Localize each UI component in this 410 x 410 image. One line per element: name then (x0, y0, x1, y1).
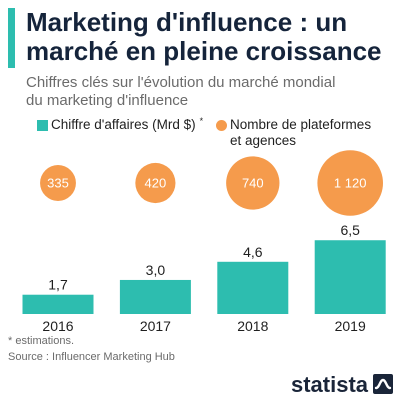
bubble-value-label-2016: 335 (47, 176, 69, 191)
bar-value-label-2018: 4,6 (243, 244, 263, 260)
bar-2019 (314, 240, 386, 314)
bubble-2017 (135, 162, 176, 204)
statista-wave-icon (373, 374, 393, 394)
chart: 335 1,7 2016 420 3,0 2017 740 4,6 2018 1 120 6,5 20… (22, 150, 386, 334)
legend-swatch-platforms (216, 120, 227, 131)
bubble-value-label-2018: 740 (242, 176, 264, 191)
footnote: * estimations. (8, 335, 75, 347)
page-title: Marketing d'influence : un marché en ple… (26, 7, 382, 66)
bar-2017 (119, 279, 191, 314)
bar-value-label-2019: 6,5 (340, 222, 360, 238)
legend-item-revenue: Chiffre d'affaires (Mrd $) * (51, 116, 204, 134)
bubble-2018 (226, 156, 280, 210)
bar-value-label-2016: 1,7 (48, 277, 68, 293)
bar-2016 (22, 294, 94, 314)
bubble-2016 (40, 165, 76, 201)
bar-2018 (217, 261, 289, 314)
bubble-value-label-2017: 420 (145, 176, 167, 191)
title-accent-bar (8, 8, 15, 68)
year-label-2016: 2016 (42, 318, 73, 334)
year-label-2017: 2017 (140, 318, 171, 334)
statista-logo-text: statista (291, 372, 369, 397)
bubble-value-label-2019: 1 120 (334, 176, 367, 191)
bubble-2019 (317, 150, 384, 216)
year-label-2019: 2019 (335, 318, 366, 334)
legend-label-platforms: Nombre de plateformes et agences (230, 117, 372, 148)
source-note: Source : Influencer Marketing Hub (8, 351, 175, 363)
year-label-2018: 2018 (237, 318, 268, 334)
legend-footnote-mark: * (199, 116, 204, 126)
legend-label-revenue: Chiffre d'affaires (Mrd $) (51, 117, 196, 132)
page-subtitle: Chiffres clés sur l'évolution du marché … (26, 74, 336, 109)
bar-value-label-2017: 3,0 (146, 262, 166, 278)
legend-swatch-revenue (37, 120, 48, 131)
